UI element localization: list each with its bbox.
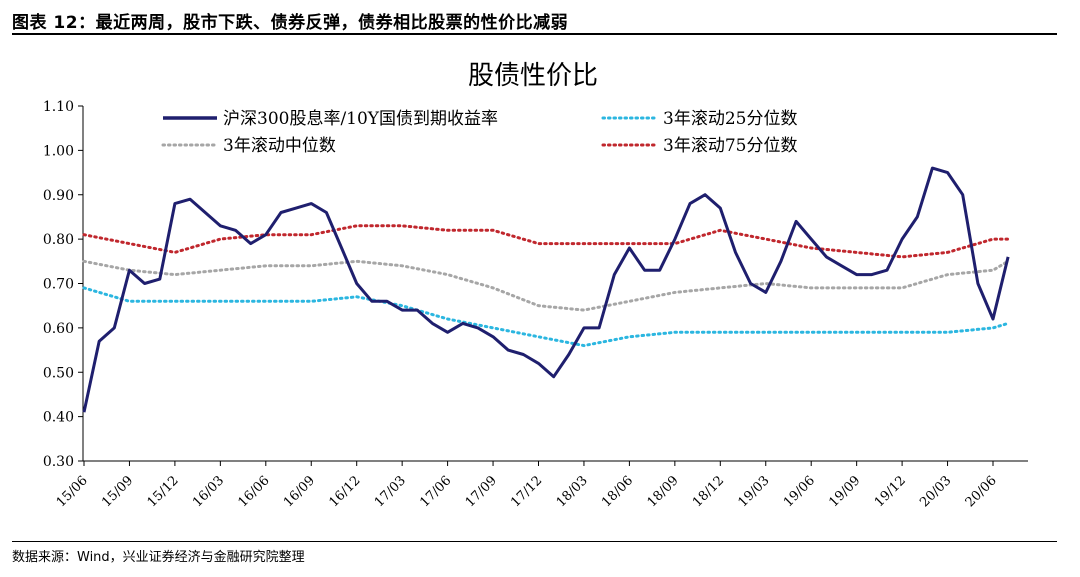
y-tick-label: 0.30	[43, 454, 74, 470]
x-tick-label: 16/09	[281, 473, 318, 510]
y-tick-label: 0.70	[43, 277, 74, 293]
x-tick-label: 17/09	[463, 473, 500, 510]
figure-title: 图表 12：最近两周，股市下跌、债券反弹，债券相比股票的性价比减弱	[12, 13, 569, 33]
x-tick-label: 17/12	[508, 473, 545, 510]
x-tick-label: 19/06	[781, 473, 818, 510]
series-line-4	[82, 224, 1010, 259]
x-tick-label: 16/06	[236, 473, 273, 510]
legend-label-1: 沪深300股息率/10Y国债到期收益率	[223, 109, 498, 129]
x-tick-label: 15/12	[145, 473, 182, 510]
chart-plot-area	[82, 166, 1010, 413]
x-tick-label: 18/06	[599, 473, 636, 510]
y-tick-label: 0.60	[43, 321, 74, 337]
top-rule	[12, 33, 1057, 35]
series-line-2	[82, 286, 1010, 348]
line-chart: 股债性价比 0.30 0.40 0.50 0.60 0.70 0.80 0.90 1.00 1.…	[43, 61, 1028, 510]
source-note: 数据来源：Wind，兴业证券经济与金融研究院整理	[12, 550, 305, 565]
series-line-3	[82, 259, 1010, 312]
x-tick-label: 17/03	[372, 473, 409, 510]
x-tick-label: 19/12	[872, 473, 909, 510]
x-tick-label: 19/09	[826, 473, 863, 510]
chart-legend: 沪深300股息率/10Y国债到期收益率 3年滚动25分位数 3年滚动中位数 3年滚动7…	[161, 109, 797, 156]
x-tick-label: 16/03	[190, 473, 227, 510]
y-tick-label: 0.40	[43, 410, 74, 426]
x-tick-label: 16/12	[326, 473, 363, 510]
legend-label-3: 3年滚动中位数	[223, 136, 336, 156]
x-tick-label: 20/03	[917, 473, 954, 510]
y-tick-label: 1.10	[43, 99, 74, 115]
x-tick-label: 19/03	[735, 473, 772, 510]
bottom-rule	[12, 541, 1057, 542]
chart-title: 股债性价比	[468, 61, 598, 91]
y-tick-label: 0.90	[43, 188, 74, 204]
x-tick-label: 15/09	[99, 473, 136, 510]
x-tick-label: 18/12	[690, 473, 727, 510]
legend-label-2: 3年滚动25分位数	[663, 109, 797, 129]
y-tick-label: 0.80	[43, 232, 74, 248]
x-tick-label: 18/09	[645, 473, 682, 510]
series-line-1	[82, 166, 1010, 413]
y-tick-label: 1.00	[43, 143, 74, 159]
legend-label-4: 3年滚动75分位数	[663, 136, 797, 156]
x-tick-label: 17/06	[417, 473, 454, 510]
x-tick-label: 18/03	[554, 473, 591, 510]
y-tick-label: 0.50	[43, 365, 74, 381]
x-tick-label: 20/06	[963, 473, 1000, 510]
x-tick-label: 15/06	[54, 473, 91, 510]
